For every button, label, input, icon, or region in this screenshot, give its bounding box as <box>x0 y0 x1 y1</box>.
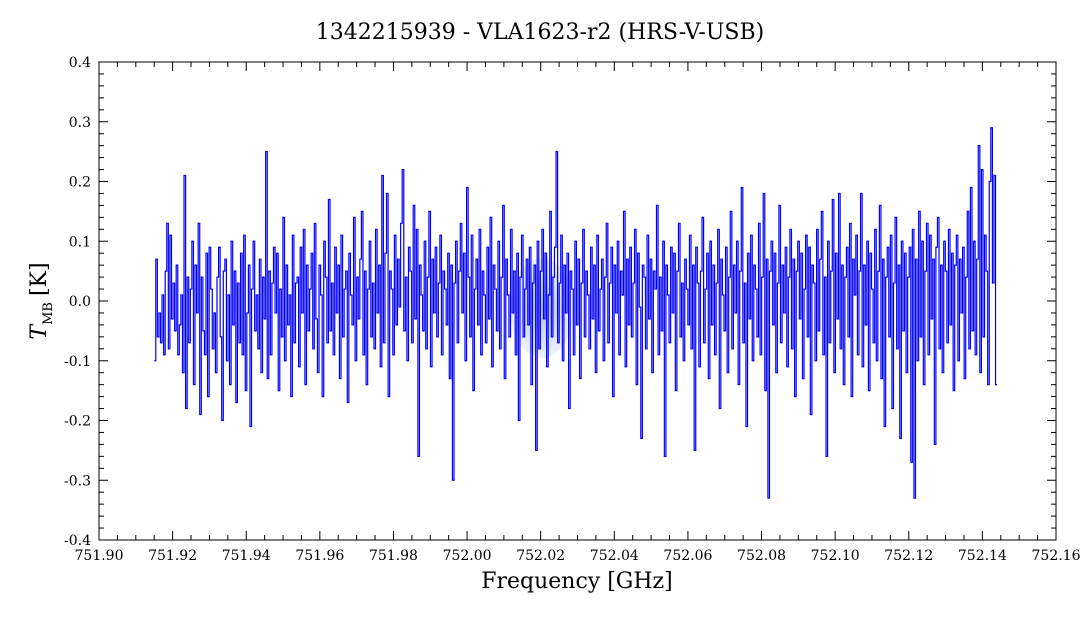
y-axis-label-sub: MB <box>41 302 56 325</box>
y-axis-label: TMB [K] <box>27 262 56 339</box>
y-axis-ticks <box>99 61 1056 541</box>
y-tick-label: -0.3 <box>64 473 91 489</box>
y-tick-label: 0.1 <box>69 234 91 250</box>
x-tick-label: 751.98 <box>369 548 418 564</box>
y-tick-label: -0.1 <box>64 354 91 370</box>
y-tick-label: -0.4 <box>64 533 91 549</box>
x-tick-label: 752.00 <box>443 548 492 564</box>
x-axis-label: Frequency [GHz] <box>481 569 673 594</box>
spectrum-line <box>154 127 998 499</box>
x-tick-label: 752.14 <box>958 548 1007 564</box>
y-tick-label: 0.3 <box>69 115 91 131</box>
x-tick-label: 751.92 <box>148 548 197 564</box>
x-tick-label: 752.12 <box>884 548 933 564</box>
x-tick-label: 752.04 <box>590 548 639 564</box>
x-tick-label: 751.90 <box>75 548 124 564</box>
y-tick-label: -0.2 <box>64 414 91 430</box>
y-tick-label: 0.0 <box>69 294 91 310</box>
x-axis-ticks <box>98 62 1057 540</box>
x-tick-label: 752.10 <box>811 548 860 564</box>
x-axis-tick-labels: 751.90 751.92 751.94 751.96 751.98 752.00 752.… <box>75 548 1080 564</box>
y-axis-label-unit: [K] <box>27 262 52 296</box>
x-tick-label: 752.08 <box>737 548 786 564</box>
y-tick-label: 0.2 <box>69 175 91 191</box>
x-tick-label: 752.02 <box>516 548 565 564</box>
spectrum-series <box>154 127 998 499</box>
svg-text:TMB[K]: TMB [K] <box>27 262 56 339</box>
x-tick-label: 751.94 <box>222 548 271 564</box>
y-axis-tick-labels: 0.4 0.3 0.2 0.1 0.0 -0.1 -0.2 -0.3 -0.4 <box>64 55 91 549</box>
y-tick-label: 0.4 <box>69 55 91 71</box>
y-axis-label-main: T <box>27 323 52 340</box>
x-tick-label: 752.16 <box>1032 548 1080 564</box>
chart-title: 1342215939 - VLA1623-r2 (HRS-V-USB) <box>316 20 764 45</box>
x-tick-label: 752.06 <box>663 548 712 564</box>
x-tick-label: 751.96 <box>295 548 344 564</box>
